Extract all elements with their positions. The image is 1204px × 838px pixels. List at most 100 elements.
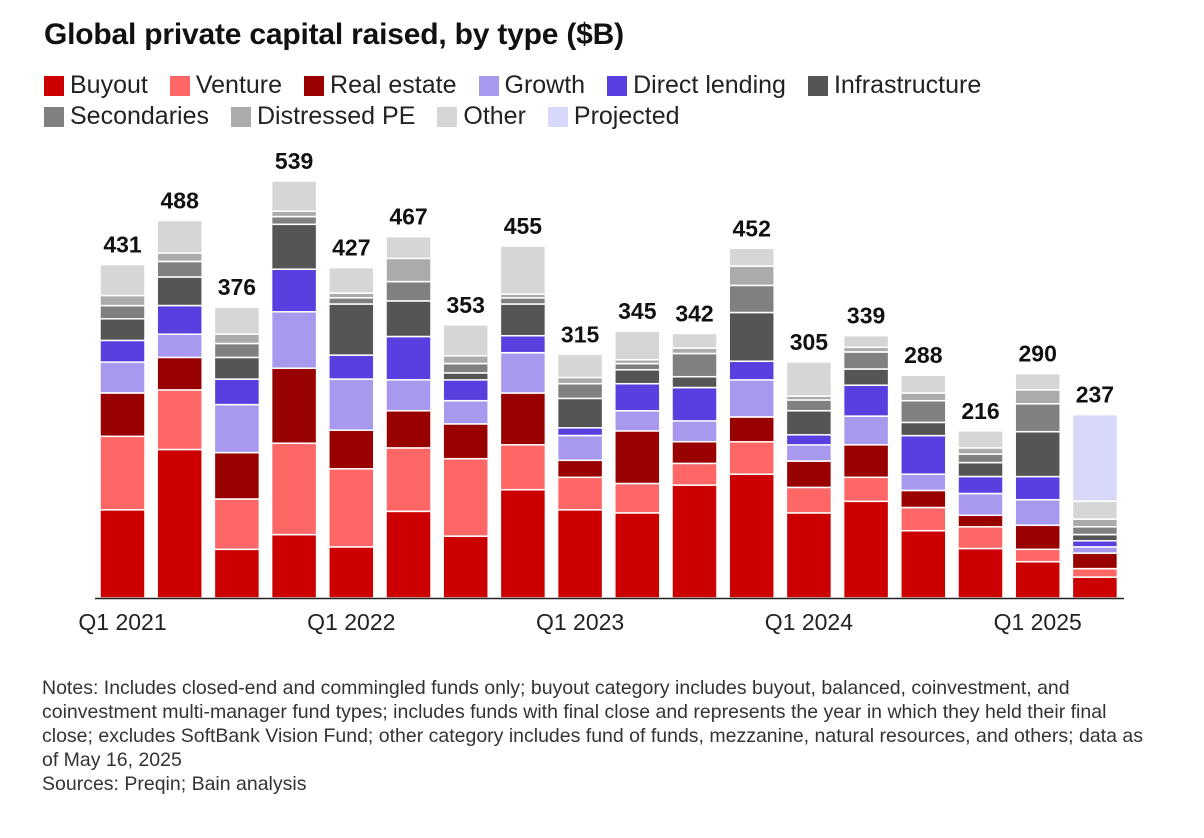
bar-segment [385,235,432,260]
bar-segment [728,265,775,287]
bar-total-label: 452 [733,215,771,241]
bar-segment [270,533,318,599]
x-tick-label: Q1 2024 [765,609,853,635]
legend-label: Distressed PE [256,102,416,130]
legend-item-infrastructure: Infrastructure [807,71,982,100]
bar-total-label: 342 [675,300,713,326]
bar-segment [213,498,261,551]
bar-segment [671,440,718,465]
bar-segment [556,476,604,511]
bar-segment [385,335,432,381]
bar-segment [785,410,833,436]
bar-segment [671,386,718,422]
bar-segment [1071,539,1119,548]
bar-total-label: 315 [561,321,600,347]
notes-text: Notes: Includes closed-end and commingle… [42,677,1143,771]
legend-item-venture: Venture [169,71,282,100]
bar-segment [385,447,432,513]
bar-segment [1071,413,1119,502]
bar-segment [900,489,947,509]
bar-total-label: 488 [161,188,200,214]
bar-segment [270,310,318,369]
bar-segment [99,339,146,363]
sources-text: Sources: Preqin; Bain analysis [42,773,307,795]
bar-segment [442,324,489,357]
bar-segment [99,361,146,394]
stacked-bar-chart: 431 488 376 539 427 467 353 455 315 345 342 452 305 3… [78,148,1124,635]
legend-item-buyout: Buyout [44,71,148,100]
legend-label: Buyout [70,71,148,99]
bar-segment [156,260,203,278]
legend-item-real-estate: Real estate [304,71,457,100]
bar-segment [1014,498,1061,526]
x-tick-label: Q1 2021 [78,609,166,635]
bar-segment [328,429,375,470]
bar-total-label: 427 [332,235,370,261]
bar-segment [213,342,261,359]
bar-segment [156,276,203,307]
chart-title: Global private capital raised, by type (… [44,18,624,51]
bar-total-label: 345 [618,298,657,324]
bar-segment [99,294,146,307]
bar-segment [957,514,1004,528]
bar-segment [614,410,661,432]
legend-swatch [807,75,828,96]
x-tick-label: Q1 2023 [536,609,624,635]
legend-item-direct-lending: Direct lending [607,71,786,100]
bar-segment [957,453,1004,464]
bar-stack [842,334,890,599]
bar-segment [156,356,203,391]
bar-segment [957,475,1004,495]
bar-segment [900,473,947,492]
bar-segment [270,215,318,226]
bar-total-label: 237 [1076,382,1114,408]
bar-segment [614,512,661,599]
bar-segment [728,360,775,381]
bar-segment [900,399,947,424]
bar-stack [499,245,547,599]
bar-stack [957,430,1004,599]
bar-segment [785,460,833,489]
bar-total-label: 539 [275,148,313,174]
bar-segment [556,382,604,400]
bar-segment [213,306,261,335]
bar-segment [99,509,146,599]
legend-label: Growth [504,71,586,99]
bar-segment [671,420,718,443]
bar-segment [1014,560,1061,599]
legend-label: Secondaries [70,102,209,130]
bar-segment [499,297,547,305]
bar-segment [442,457,489,537]
legend-label: Other [463,102,526,130]
bar-segment [385,280,432,302]
bar-stack [213,306,261,599]
bar-segment [270,223,318,270]
bar-segment [442,423,489,460]
bar-segment [556,427,604,437]
bar-segment [556,376,604,385]
bar-segment [900,421,947,437]
bar-segment [671,375,718,389]
bar-segment [328,468,375,548]
bar-total-label: 216 [961,398,999,424]
bar-segment [785,361,833,397]
bar-stack [385,235,432,599]
bar-segment [900,529,947,599]
bar-segment [156,219,203,254]
bar-segment [442,362,489,374]
bar-stack [1071,413,1119,599]
bar-segment [671,462,718,486]
bar-stack [270,180,318,599]
bar-segment [328,378,375,431]
bar-segment [1071,576,1119,599]
bar-segment [499,488,547,599]
legend-label: Infrastructure [833,71,982,99]
bar-segment [728,311,775,362]
bar-segment [957,461,1004,478]
legend-item-growth: Growth [478,71,586,100]
bar-segment [1014,430,1061,478]
bar-stack [785,361,833,599]
bar-segment [385,510,432,599]
bar-segment [957,447,1004,455]
bar-segment [785,512,833,599]
